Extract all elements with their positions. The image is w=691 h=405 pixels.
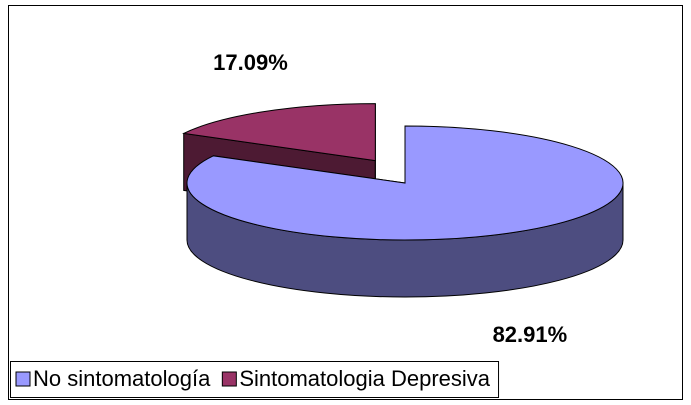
- pie: 17.09% 82.91%: [182, 50, 624, 347]
- data-label: 82.91%: [493, 322, 568, 347]
- legend: No sintomatología Sintomatologia Depresiv…: [10, 361, 500, 398]
- data-label: 17.09%: [213, 50, 288, 75]
- legend-box: [10, 361, 500, 398]
- legend-swatch: [15, 371, 31, 387]
- legend-label: No sintomatología: [33, 366, 211, 391]
- slice: [182, 103, 376, 162]
- legend-label: Sintomatologia Depresiva: [239, 366, 490, 391]
- legend-swatch: [221, 371, 237, 387]
- slice: [186, 125, 624, 241]
